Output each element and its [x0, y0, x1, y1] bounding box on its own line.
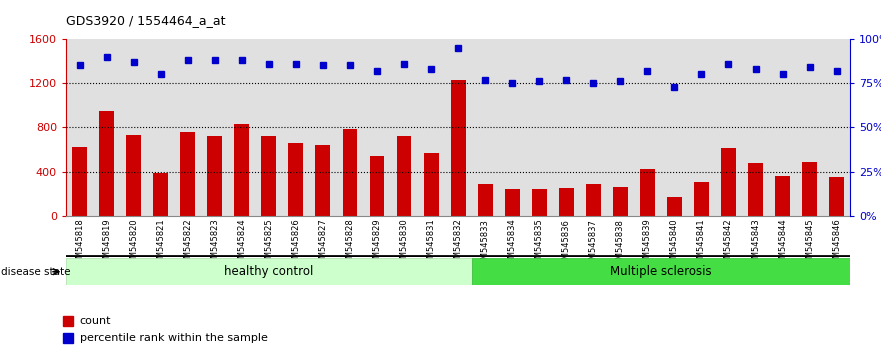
Bar: [721, 148, 736, 216]
Bar: [823, 39, 850, 216]
Bar: [309, 39, 337, 216]
Bar: [451, 80, 465, 216]
Bar: [234, 124, 249, 216]
Bar: [93, 39, 120, 216]
Bar: [390, 39, 418, 216]
Bar: [396, 136, 411, 216]
Bar: [796, 39, 823, 216]
Bar: [471, 39, 499, 216]
Bar: [552, 39, 580, 216]
Bar: [120, 39, 147, 216]
Bar: [100, 111, 114, 216]
Bar: [526, 39, 552, 216]
Text: healthy control: healthy control: [224, 265, 314, 278]
Bar: [126, 135, 141, 216]
Bar: [207, 136, 222, 216]
Bar: [445, 39, 471, 216]
Bar: [742, 39, 769, 216]
Bar: [174, 39, 201, 216]
Text: count: count: [80, 316, 111, 326]
Bar: [424, 153, 439, 216]
Bar: [181, 132, 196, 216]
Bar: [694, 182, 709, 216]
Bar: [288, 143, 303, 216]
Bar: [343, 129, 358, 216]
Bar: [478, 184, 492, 216]
Bar: [640, 170, 655, 216]
Bar: [505, 189, 520, 216]
Bar: [283, 39, 309, 216]
Bar: [471, 258, 850, 285]
Text: disease state: disease state: [1, 267, 70, 277]
Bar: [586, 184, 601, 216]
Bar: [715, 39, 742, 216]
Bar: [418, 39, 445, 216]
Bar: [775, 176, 790, 216]
Bar: [580, 39, 607, 216]
Bar: [633, 39, 661, 216]
Bar: [66, 39, 93, 216]
Bar: [337, 39, 364, 216]
Bar: [369, 156, 384, 216]
Bar: [661, 39, 688, 216]
Bar: [315, 145, 330, 216]
Bar: [688, 39, 715, 216]
Bar: [769, 39, 796, 216]
Text: percentile rank within the sample: percentile rank within the sample: [80, 333, 268, 343]
Bar: [72, 147, 87, 216]
Bar: [607, 39, 633, 216]
Bar: [153, 173, 168, 216]
Bar: [228, 39, 255, 216]
Bar: [613, 187, 628, 216]
Bar: [255, 39, 283, 216]
Bar: [532, 189, 547, 216]
Bar: [667, 196, 682, 216]
Text: GDS3920 / 1554464_a_at: GDS3920 / 1554464_a_at: [66, 14, 226, 27]
Bar: [262, 136, 277, 216]
Bar: [499, 39, 526, 216]
Bar: [803, 162, 817, 216]
Bar: [748, 163, 763, 216]
Bar: [559, 188, 574, 216]
Bar: [829, 177, 844, 216]
Bar: [147, 39, 174, 216]
Bar: [364, 39, 390, 216]
Text: Multiple sclerosis: Multiple sclerosis: [610, 265, 712, 278]
Bar: [201, 39, 228, 216]
Bar: [66, 258, 471, 285]
